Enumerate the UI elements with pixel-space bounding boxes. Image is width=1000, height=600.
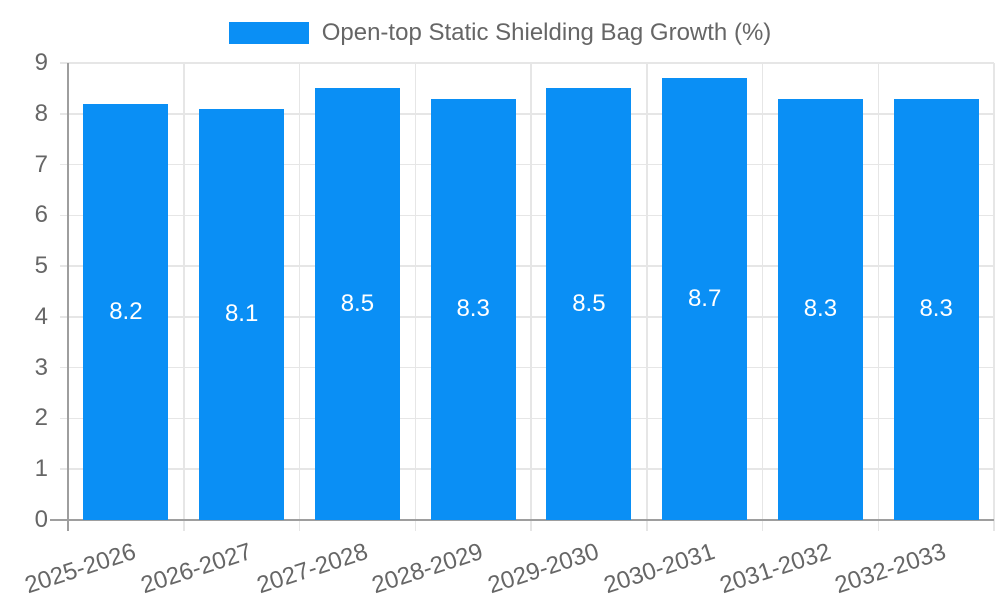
- bar-value-label: 8.2: [109, 297, 143, 325]
- gridline-horizontal: [60, 366, 994, 369]
- gridline-vertical: [530, 63, 532, 531]
- y-axis-tick-label: 6: [34, 201, 48, 229]
- bar[interactable]: [893, 98, 979, 520]
- gridline-horizontal: [60, 214, 994, 217]
- x-axis-tick-label: 2028-2029: [368, 538, 487, 600]
- bar-value-label: 8.3: [803, 295, 838, 323]
- bar-value-label: 8.3: [919, 295, 953, 323]
- gridline-horizontal: [60, 316, 994, 318]
- gridline-horizontal: [60, 265, 994, 267]
- x-axis-tick-label: 2029-2030: [484, 538, 603, 600]
- gridline-vertical: [761, 63, 764, 531]
- gridline-vertical: [993, 63, 995, 531]
- gridline-horizontal: [60, 62, 994, 64]
- y-axis-tick-label: 2: [34, 404, 48, 432]
- x-axis-tick-label: 2031-2032: [716, 538, 834, 600]
- bar-value-label: 8.3: [456, 295, 490, 323]
- bar-value-label: 8.1: [224, 300, 259, 328]
- gridline-vertical: [183, 63, 185, 531]
- y-axis-tick-label: 7: [34, 150, 48, 178]
- y-axis-tick-label: 0: [34, 506, 48, 533]
- y-axis-tick-label: 4: [34, 302, 48, 330]
- y-axis-tick-label: 8: [34, 99, 48, 127]
- x-axis-tick-label: 2032-2033: [831, 538, 950, 600]
- gridline-horizontal: [60, 163, 994, 166]
- x-axis-line: [50, 519, 994, 521]
- x-axis-tick-label: 2030-2031: [600, 538, 718, 600]
- bar[interactable]: [777, 98, 863, 520]
- bar-value-label: 8.5: [572, 290, 606, 318]
- gridline-horizontal: [60, 417, 994, 420]
- gridline-horizontal: [60, 113, 994, 115]
- legend-label: Open-top Static Shielding Bag Growth (%): [321, 19, 772, 46]
- y-axis-tick-label: 5: [34, 252, 48, 280]
- y-axis-line: [67, 63, 69, 531]
- legend-swatch-icon: [228, 22, 309, 44]
- bar[interactable]: [314, 88, 400, 520]
- bar[interactable]: [83, 103, 169, 520]
- bar[interactable]: [430, 98, 516, 520]
- bar-value-label: 8.5: [340, 290, 375, 318]
- y-axis-tick-label: 1: [34, 455, 48, 483]
- bar[interactable]: [546, 88, 632, 520]
- gridline-horizontal: [60, 468, 994, 470]
- bar-value-label: 8.7: [687, 285, 722, 313]
- gridline-vertical: [646, 63, 648, 531]
- legend[interactable]: Open-top Static Shielding Bag Growth (%): [0, 20, 1000, 46]
- bar[interactable]: [199, 108, 285, 520]
- x-axis-tick-label: 2027-2028: [253, 538, 371, 600]
- y-axis-tick-label: 3: [34, 353, 48, 381]
- gridline-vertical: [877, 63, 879, 531]
- y-axis-tick-label: 9: [34, 49, 48, 76]
- gridline-vertical: [298, 63, 301, 531]
- bar[interactable]: [662, 78, 748, 520]
- x-axis-tick-label: 2026-2027: [137, 538, 255, 600]
- gridline-vertical: [414, 63, 416, 531]
- x-axis-tick-label: 2025-2026: [21, 538, 140, 600]
